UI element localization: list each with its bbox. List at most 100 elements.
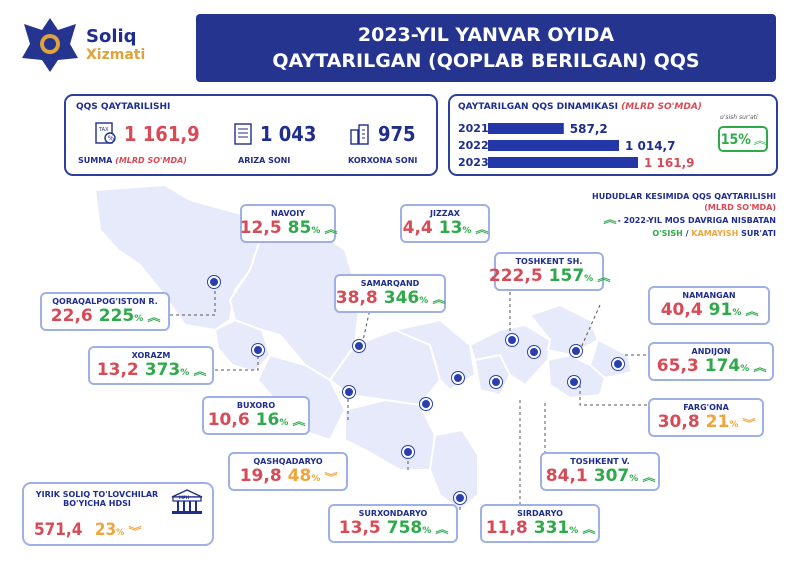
region-card-toshkent-v: TOSHKENT V. 84,1 307% ︽ — [540, 452, 660, 491]
pct-sign: % — [569, 526, 579, 536]
region-pct: 225 — [98, 306, 135, 326]
region-value: 30,8 — [657, 412, 700, 432]
map-region-navoiy — [228, 213, 362, 382]
region-pct: 373 — [144, 360, 181, 380]
application-form-icon — [232, 122, 254, 146]
tax-document-icon: TAX% — [92, 120, 118, 146]
region-card-samarqand: SAMARQAND 38,8 346% ︽ — [334, 274, 446, 313]
region-name: ANDIJON — [691, 347, 731, 356]
pct-sign: % — [419, 296, 429, 306]
logo-emblem — [18, 14, 82, 76]
pct-sign: % — [729, 420, 739, 430]
map-region-qashqadaryo — [344, 398, 437, 471]
region-value: 4,4 — [402, 218, 433, 238]
bar-value-2023: 1 161,9 — [644, 156, 694, 170]
legend-grow-text: O'SISH — [652, 229, 683, 238]
map-dot-qoraqalpogiston — [208, 276, 220, 288]
trend-down-icon: ︾ — [742, 419, 756, 430]
pct-sign: % — [629, 474, 639, 484]
trend-up-icon: ︽ — [597, 273, 611, 284]
region-value: 40,4 — [660, 300, 703, 320]
refund-panel: QQS QAYTARILISHI TAX% 1 161,9 SUMMA (MLR… — [64, 94, 438, 176]
bar-2023 — [488, 157, 638, 168]
map-dot-toshkent-sh — [506, 334, 518, 346]
big-taxpayers-line1: YIRIK SOLIQ TO'LOVCHILAR — [35, 490, 159, 499]
page-title: 2023-YIL YANVAR OYIDA QAYTARILGAN (QOPLA… — [196, 14, 776, 82]
logo-subtitle: Xizmati — [86, 47, 146, 63]
bar-value-2022: 1 014,7 — [625, 139, 675, 153]
trend-up-icon: ︽ — [147, 313, 161, 324]
region-name: FARG'ONA — [683, 403, 729, 412]
year-label-2021: 2021 — [458, 122, 489, 135]
region-pct: 307 — [593, 466, 630, 486]
growth-rate-value: 15% — [720, 132, 751, 148]
region-pct: 21 — [705, 412, 730, 432]
dynamics-bar-chart: 2021 587,2 2022 1 014,7 2023 1 161,9 — [458, 122, 694, 170]
dynamics-panel: QAYTARILGAN QQS DINAMIKASI (MLRD SO'MDA)… — [448, 94, 778, 176]
korxona-value: 975 — [378, 122, 416, 146]
region-card-surxondaryo: SURXONDARYO 13,5 758% ︽ — [328, 504, 458, 543]
trend-up-icon: ︽ — [292, 417, 306, 428]
region-card-qashqadaryo: QASHQADARYO 19,8 48% ︾ — [228, 452, 348, 491]
legend-unit-text: (MLRD SO'MDA) — [704, 203, 776, 212]
korxona-label: KORXONA SONI — [348, 156, 418, 165]
legend-title-text: HUDUDLAR KESIMIDA QQS QAYTARILISHI — [592, 192, 776, 201]
region-value: 11,8 — [485, 518, 528, 538]
region-pct: 331 — [533, 518, 570, 538]
region-pct: 13 — [438, 218, 463, 238]
year-label-2022: 2022 — [458, 139, 489, 152]
dynamics-panel-title: QAYTARILGAN QQS DINAMIKASI (MLRD SO'MDA) — [458, 102, 702, 112]
big-taxpayers-pct: 23 — [94, 520, 117, 540]
trend-up-icon: ︽ — [642, 473, 656, 484]
trend-up-icon: ︽ — [475, 225, 489, 236]
pct-sign: % — [134, 314, 144, 324]
region-value: 19,8 — [239, 466, 282, 486]
map-dot-toshkent-v — [528, 346, 540, 358]
legend-line2-text: - 2022-YIL MOS DAVRIGA NISBATAN — [617, 216, 776, 225]
refund-summa-label: SUMMA (MLRD SO'MDA) — [78, 156, 187, 165]
growth-up-icon: ︽ — [753, 136, 767, 147]
region-card-jizzax: JIZZAX 4,4 13% ︽ — [400, 204, 490, 243]
summa-unit-text: (MLRD SO'MDA) — [115, 156, 187, 165]
region-name: QASHQADARYO — [253, 457, 323, 466]
government-building-icon: MPH — [170, 488, 204, 516]
big-taxpayers-label: YIRIK SOLIQ TO'LOVCHILAR BO'YICHA HDSI — [32, 490, 162, 508]
dynamics-title-text: QAYTARILGAN QQS DINAMIKASI — [458, 102, 619, 112]
region-card-andijon: ANDIJON 65,3 174% ︽ — [648, 342, 774, 381]
region-value: 13,2 — [96, 360, 139, 380]
big-taxpayers-line2: BO'YICHA HDSI — [63, 499, 131, 508]
refund-summa-value: 1 161,9 — [124, 122, 200, 146]
region-value: 222,5 — [488, 266, 543, 286]
bar-2022 — [488, 140, 619, 151]
map-region-toshkent-v — [468, 323, 552, 387]
region-name: NAMANGAN — [682, 291, 736, 300]
map-dot-navoiy — [353, 340, 365, 352]
region-name: SAMARQAND — [360, 279, 420, 288]
refund-panel-title: QQS QAYTARILISHI — [76, 102, 171, 112]
region-card-namangan: NAMANGAN 40,4 91% ︽ — [648, 286, 770, 325]
trend-up-icon: ︽ — [432, 295, 446, 306]
region-value: 12,5 — [239, 218, 282, 238]
map-region-qoraqalpogiston — [93, 183, 262, 332]
region-value: 10,6 — [207, 410, 250, 430]
trend-up-icon: ︽ — [435, 525, 449, 536]
region-name: SURXONDARYO — [358, 509, 428, 518]
trend-up-icon: ︽ — [193, 367, 207, 378]
pct-sign: % — [732, 308, 742, 318]
pct-sign: % — [311, 474, 321, 484]
region-value: 13,5 — [338, 518, 381, 538]
trend-up-icon: ︽ — [753, 363, 767, 374]
year-label-2023: 2023 — [458, 156, 489, 169]
big-taxpayers-values: 571,4 23% ︾ — [34, 520, 141, 540]
pct-sign: % — [422, 526, 432, 536]
title-line-1: 2023-YIL YANVAR OYIDA — [357, 24, 615, 46]
region-name: QORAQALPOG'ISTON R. — [52, 297, 158, 306]
map-dot-sirdaryo — [490, 376, 502, 388]
pct-sign: % — [279, 418, 289, 428]
growth-rate-label: o'sish sur'ati — [720, 114, 758, 121]
region-name: BUXORO — [236, 401, 276, 410]
pct-sign: % — [311, 226, 321, 236]
ariza-value: 1 043 — [260, 122, 317, 146]
pct-sign: % — [180, 368, 190, 378]
pct-sign: % — [462, 226, 472, 236]
